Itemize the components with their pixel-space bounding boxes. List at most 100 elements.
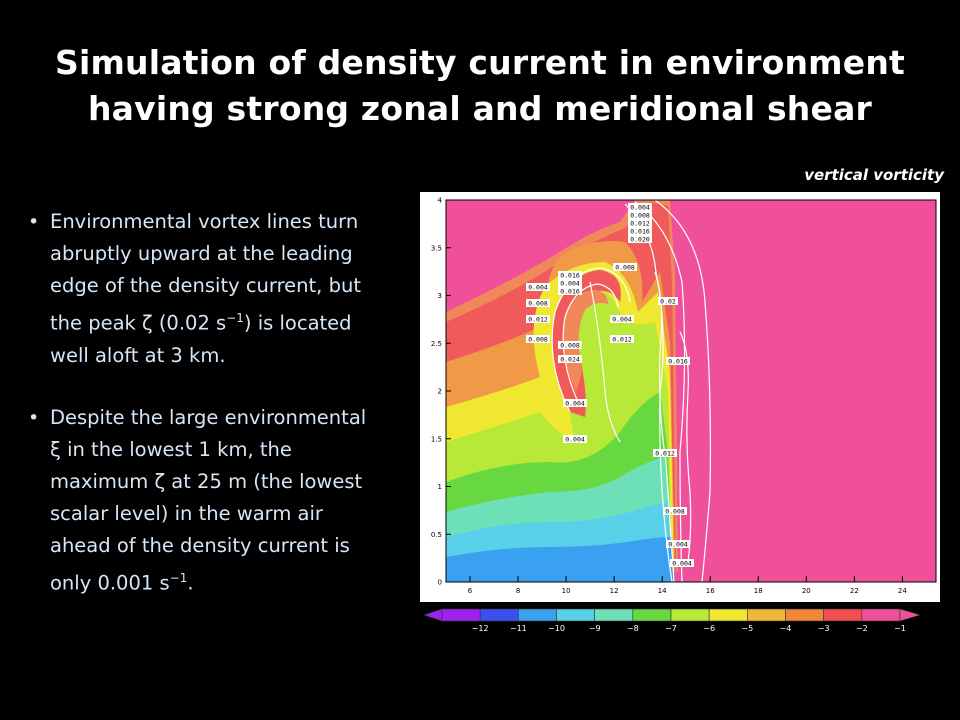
contour-label-box — [628, 235, 652, 243]
y-tick-label: 0.5 — [431, 531, 442, 539]
colorbar-swatch — [670, 608, 710, 622]
contour-label-group: 0.0040.0080.0120.0160.0200.0040.0080.012… — [526, 203, 694, 568]
colorbar-tick-label: −11 — [510, 624, 527, 633]
contour-label-text: 0.016 — [560, 272, 580, 280]
line-contours — [551, 200, 712, 582]
contour-label-box — [563, 435, 587, 443]
bullet-line: the peak — [50, 311, 143, 335]
contour-label-box — [558, 341, 582, 349]
contour-label-text: 0.016 — [560, 288, 580, 296]
colorbar-swatch — [441, 608, 481, 622]
contour-label: 0.004 — [558, 279, 582, 288]
colorbar-swatch — [518, 608, 557, 622]
colorbar-tick-label: −2 — [856, 624, 868, 633]
contour-label-text: 0.024 — [560, 356, 580, 364]
contour-label: 0.004 — [563, 399, 587, 408]
contour-label-text: 0.008 — [665, 508, 685, 516]
colorbar-tick-label: −12 — [472, 624, 489, 633]
contour-label-text: 0.008 — [528, 336, 548, 344]
y-tick-label: 4 — [438, 197, 443, 205]
contour-line — [589, 281, 621, 443]
colorbar-swatch — [861, 608, 901, 622]
contour-label-box — [526, 283, 550, 291]
contour-label: 0.020 — [628, 235, 652, 244]
x-tick-label: 22 — [850, 587, 859, 595]
contour-label-box — [628, 203, 652, 211]
contour-label: 0.016 — [558, 271, 582, 280]
x-tick-label: 12 — [610, 587, 619, 595]
y-tick-label: 0 — [438, 579, 442, 587]
contour-label-text: 0.012 — [612, 336, 632, 344]
colorbar-tick-label: −5 — [741, 624, 753, 633]
contour-label-text: 0.016 — [630, 228, 650, 236]
contour-label-box — [628, 219, 652, 227]
zeta-symbol: ζ — [142, 311, 153, 335]
contour-label-text: 0.008 — [630, 212, 650, 220]
colorbar-swatch — [632, 608, 672, 622]
bullet-line: edge of the density current, but — [50, 274, 361, 297]
contour-label-box — [526, 299, 550, 307]
y-tick-label: 2 — [438, 388, 442, 396]
colorbar-tick-label: −1 — [894, 624, 906, 633]
contour-line — [624, 203, 673, 582]
contour-label: 0.012 — [610, 335, 634, 344]
contour-label-text: 0.020 — [630, 236, 650, 244]
zeta-symbol: ζ — [154, 469, 166, 493]
x-tick-label: 24 — [898, 587, 907, 595]
contour-label-box — [526, 315, 550, 323]
colorbar-swatch — [708, 608, 748, 622]
colorbar-swatch — [479, 608, 519, 622]
bullet-line: in the lowest 1 km, the — [60, 437, 292, 461]
contour-line — [634, 201, 686, 582]
contour-line — [562, 283, 619, 403]
bullet-line: well aloft at 3 km. — [50, 343, 226, 367]
x-tick-label: 10 — [562, 587, 571, 595]
contour-label-text: 0.008 — [615, 264, 635, 272]
title-line-1: Simulation of density current in environ… — [54, 43, 906, 82]
vorticity-plot: 6 8 10 12 14 16 18 20 22 24 0 0.5 1 1.5 2 2.5 3 3.5 4 0.0… — [431, 197, 937, 595]
contour-label: 0.004 — [670, 559, 694, 568]
x-axis: 6 8 10 12 14 16 18 20 22 24 — [468, 576, 907, 595]
contour-label-text: 0.008 — [528, 300, 548, 308]
bullet-line: abruptly upward at the leading — [50, 242, 353, 265]
colorbar-swatch — [823, 608, 863, 622]
contour-label-text: 0.004 — [672, 560, 692, 568]
y-axis: 0 0.5 1 1.5 2 2.5 3 3.5 4 — [431, 197, 451, 587]
colorbar-tick-label: −9 — [589, 624, 601, 633]
bullet-dot-icon: • — [28, 406, 40, 429]
contour-label-box — [666, 540, 690, 548]
x-tick-label: 8 — [516, 587, 520, 595]
contour-label-text: 0.012 — [528, 316, 548, 324]
colorbar-swatch — [556, 608, 595, 622]
y-tick-label: 1.5 — [431, 435, 442, 443]
bullet-list: • Environmental vortex lines turn abrupt… — [26, 206, 396, 599]
contour-label: 0.016 — [558, 287, 582, 296]
contour-label-box — [628, 227, 652, 235]
colorbar-tick-label: −8 — [627, 624, 639, 633]
xi-symbol: ξ — [50, 437, 61, 461]
colorbar-tick-label: −3 — [818, 624, 830, 633]
x-tick-label: 14 — [658, 587, 667, 595]
contour-label: 0.004 — [610, 315, 634, 324]
filled-contours — [446, 200, 678, 582]
contour-line — [654, 271, 675, 582]
contour-label-box — [666, 357, 690, 365]
contour-label: 0.012 — [653, 449, 677, 458]
colorbar: −12 −11 −10 −9 −8 −7 −6 −5 −4 −3 −2 −1 — [420, 605, 940, 635]
contour-label-text: 0.016 — [668, 358, 688, 366]
contour-label: 0.016 — [628, 227, 652, 236]
bullet-line: (0.02 s — [152, 311, 227, 335]
contour-label-text: 0.004 — [612, 316, 632, 324]
contour-label: 0.008 — [526, 299, 550, 308]
contour-label: 0.004 — [526, 283, 550, 292]
superscript: −1 — [226, 311, 244, 325]
y-tick-label: 2.5 — [431, 340, 442, 348]
colorbar-arrow-right — [899, 608, 922, 622]
contour-label-box — [663, 507, 687, 515]
contour-label-box — [526, 335, 550, 343]
colorbar-tick-label: −4 — [780, 624, 792, 633]
contour-label-text: 0.008 — [560, 342, 580, 350]
y-tick-label: 3.5 — [431, 244, 442, 252]
bullet-line: at 25 m (the lowest — [165, 469, 363, 493]
colorbar-tick-label: −6 — [703, 624, 715, 633]
